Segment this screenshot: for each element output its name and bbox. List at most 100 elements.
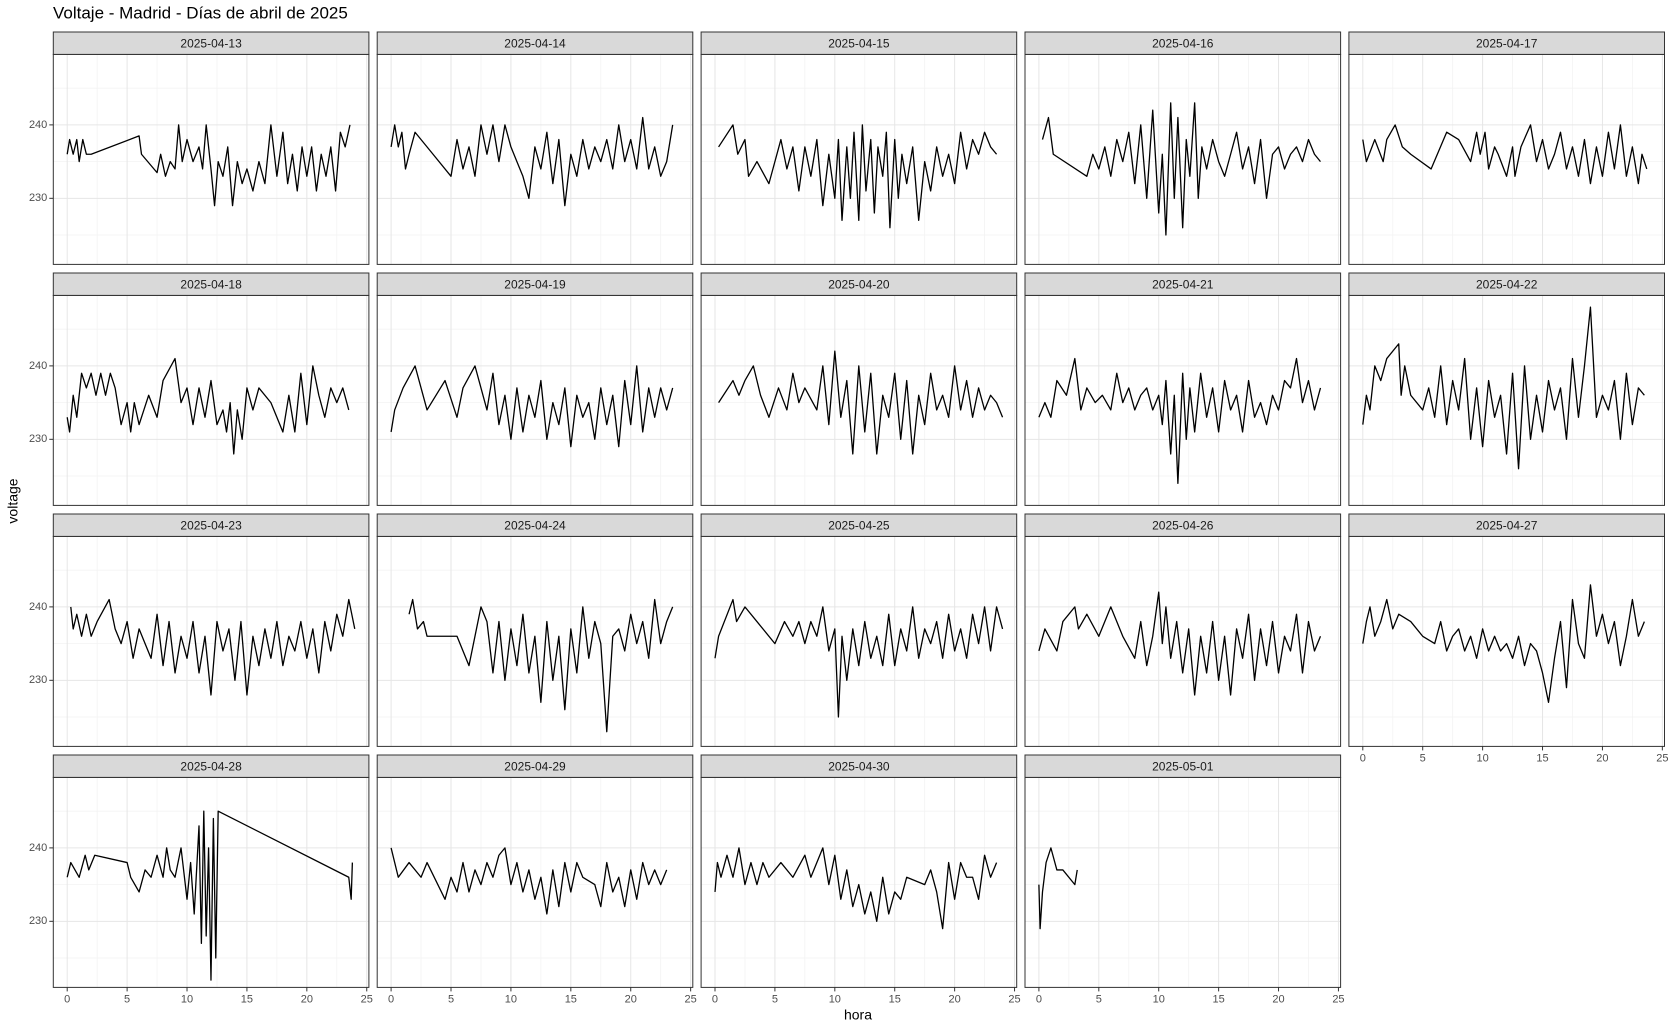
y-tick-label: 230 bbox=[29, 433, 47, 445]
strip bbox=[52, 513, 370, 537]
panel-background bbox=[1025, 54, 1341, 265]
panel-background bbox=[1025, 536, 1341, 747]
x-tick-label: 5 bbox=[1420, 752, 1426, 764]
strip-label: 2025-04-26 bbox=[1152, 518, 1214, 532]
data-line bbox=[1038, 847, 1078, 930]
data-line bbox=[390, 116, 674, 207]
y-tick-label: 230 bbox=[29, 915, 47, 927]
strip-label: 2025-04-29 bbox=[504, 759, 566, 773]
data-line bbox=[718, 350, 1004, 455]
strip-label: 2025-04-27 bbox=[1476, 518, 1538, 532]
strip-label: 2025-04-28 bbox=[180, 759, 242, 773]
x-tick-label: 15 bbox=[889, 993, 901, 1005]
strip bbox=[700, 272, 1018, 296]
data-line bbox=[1038, 357, 1322, 485]
y-tick-label: 240 bbox=[29, 119, 47, 131]
panel-background bbox=[377, 54, 693, 265]
strip bbox=[1024, 513, 1342, 537]
panel-background bbox=[377, 777, 693, 988]
strip bbox=[52, 31, 370, 55]
strip-label: 2025-04-20 bbox=[828, 277, 890, 291]
strip-label: 2025-04-15 bbox=[828, 36, 890, 50]
strip-label: 2025-04-25 bbox=[828, 518, 890, 532]
data-line bbox=[390, 847, 668, 915]
strip bbox=[52, 272, 370, 296]
x-tick-label: 5 bbox=[124, 993, 130, 1005]
strip-label: 2025-04-18 bbox=[180, 277, 242, 291]
data-line bbox=[714, 847, 998, 930]
x-tick-label: 15 bbox=[1213, 993, 1225, 1005]
strip-label: 2025-04-13 bbox=[180, 36, 242, 50]
strip-label: 2025-04-23 bbox=[180, 518, 242, 532]
x-tick-label: 25 bbox=[1656, 752, 1668, 764]
data-line bbox=[714, 598, 1004, 718]
data-line bbox=[66, 357, 350, 455]
strip-label: 2025-04-24 bbox=[504, 518, 566, 532]
panel-background bbox=[1348, 54, 1665, 265]
panel-background bbox=[53, 54, 369, 265]
data-line bbox=[66, 810, 354, 981]
strip bbox=[1348, 31, 1666, 55]
panel-background bbox=[701, 536, 1017, 747]
x-tick-label: 0 bbox=[1360, 752, 1366, 764]
data-line bbox=[1041, 102, 1321, 236]
x-tick-label: 20 bbox=[301, 993, 313, 1005]
panel-background bbox=[53, 536, 369, 747]
x-tick-label: 0 bbox=[64, 993, 70, 1005]
x-tick-label: 20 bbox=[1596, 752, 1608, 764]
strip-label: 2025-04-17 bbox=[1476, 36, 1538, 50]
strip-label: 2025-04-22 bbox=[1476, 277, 1538, 291]
panel-background bbox=[1025, 295, 1341, 506]
strip-label: 2025-04-19 bbox=[504, 277, 566, 291]
strip bbox=[376, 754, 694, 778]
data-line bbox=[1038, 591, 1322, 696]
x-tick-label: 10 bbox=[505, 993, 517, 1005]
strip bbox=[1024, 754, 1342, 778]
x-tick-label: 20 bbox=[625, 993, 637, 1005]
strip-label: 2025-04-21 bbox=[1152, 277, 1214, 291]
strip-label: 2025-04-16 bbox=[1152, 36, 1214, 50]
strip bbox=[376, 31, 694, 55]
panel-background bbox=[53, 295, 369, 506]
panel-background bbox=[701, 777, 1017, 988]
strip bbox=[700, 754, 1018, 778]
panel-background bbox=[701, 295, 1017, 506]
chart-title: Voltaje - Madrid - Días de abril de 2025 bbox=[53, 3, 348, 22]
y-tick-label: 240 bbox=[29, 360, 47, 372]
strip bbox=[1024, 31, 1342, 55]
x-tick-label: 15 bbox=[1536, 752, 1548, 764]
x-axis-title: hora bbox=[844, 1007, 872, 1023]
x-tick-label: 0 bbox=[388, 993, 394, 1005]
panel-background bbox=[701, 54, 1017, 265]
strip bbox=[700, 31, 1018, 55]
x-tick-label: 0 bbox=[712, 993, 718, 1005]
x-tick-label: 10 bbox=[1476, 752, 1488, 764]
x-tick-label: 10 bbox=[181, 993, 193, 1005]
data-line bbox=[1362, 124, 1648, 185]
x-tick-label: 0 bbox=[1036, 993, 1042, 1005]
strip-label: 2025-04-14 bbox=[504, 36, 566, 50]
x-tick-label: 25 bbox=[1332, 993, 1344, 1005]
strip bbox=[700, 513, 1018, 537]
x-tick-label: 20 bbox=[949, 993, 961, 1005]
strip bbox=[376, 513, 694, 537]
x-tick-label: 15 bbox=[241, 993, 253, 1005]
data-line bbox=[70, 598, 356, 696]
strip-label: 2025-04-30 bbox=[828, 759, 890, 773]
x-tick-label: 15 bbox=[565, 993, 577, 1005]
x-tick-label: 25 bbox=[361, 993, 373, 1005]
x-tick-label: 25 bbox=[1008, 993, 1020, 1005]
data-line bbox=[66, 124, 351, 207]
data-line bbox=[390, 365, 674, 448]
y-tick-label: 230 bbox=[29, 674, 47, 686]
y-axis-title: voltage bbox=[5, 478, 21, 523]
data-line bbox=[408, 598, 674, 733]
panel-background bbox=[1348, 536, 1665, 747]
x-tick-label: 20 bbox=[1272, 993, 1284, 1005]
x-tick-label: 10 bbox=[1153, 993, 1165, 1005]
x-tick-label: 5 bbox=[772, 993, 778, 1005]
x-tick-label: 25 bbox=[685, 993, 697, 1005]
strip bbox=[52, 754, 370, 778]
x-tick-label: 5 bbox=[1096, 993, 1102, 1005]
